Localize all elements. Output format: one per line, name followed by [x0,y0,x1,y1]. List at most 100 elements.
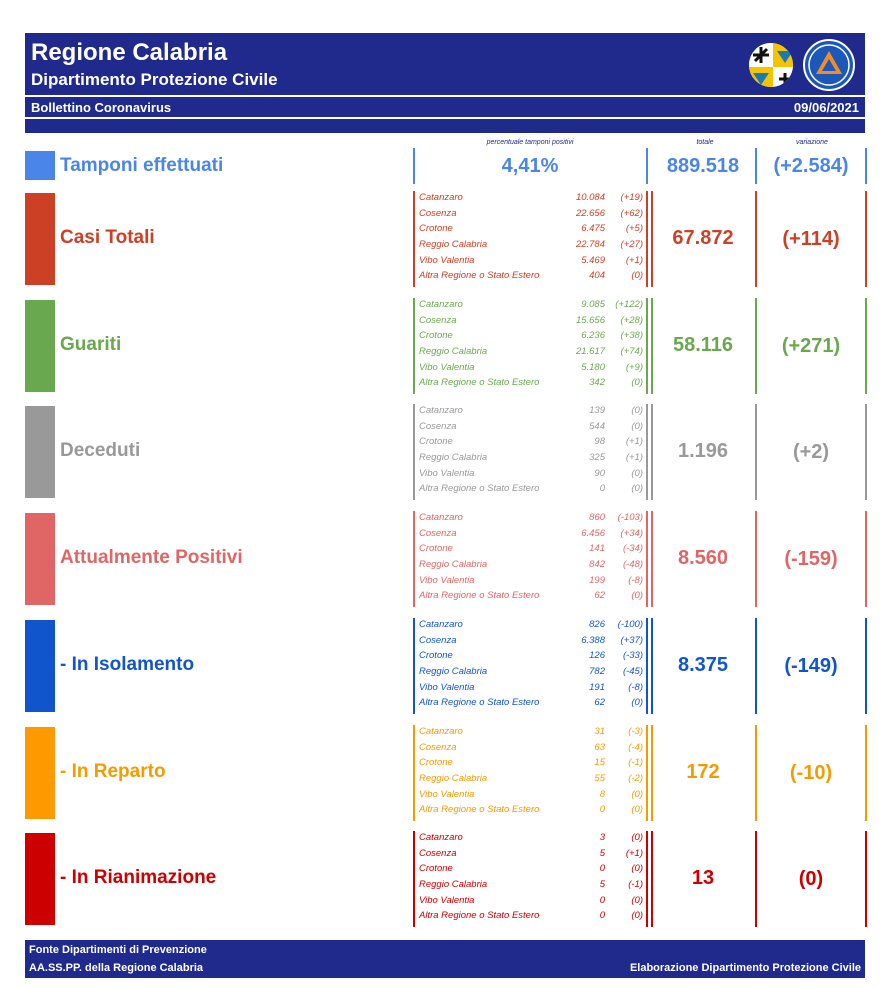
province-row: Catanzaro 10.084 (+19) [415,191,651,207]
province-name: Cosenza [419,420,457,432]
attualmente-positivi-province-breakdown: Catanzaro 860 (-103) Cosenza 6.456 (+34) Croto… [413,511,653,607]
attualmente-positivi-total: 8.560 [677,547,729,569]
guariti-section: Guariti Catanzaro 9.085 (+122) Cosenza 15.656… [25,298,867,394]
in-rianimazione-divider [646,831,648,927]
province-value: 5.180 [581,361,605,373]
province-delta: (-1) [628,757,643,769]
province-name: Altra Regione o Stato Estero [419,910,540,922]
province-value: 6.475 [581,223,605,235]
deceduti-label: Deceduti [60,440,141,461]
protezione-civile-logo [803,39,855,91]
province-name: Altra Regione o Stato Estero [419,590,540,602]
province-delta: (0) [631,804,643,816]
province-delta: (+1) [625,847,643,859]
province-row: Cosenza 5 (+1) [415,847,651,863]
elaboration-credit: Elaborazione Dipartimento Protezione Civ… [629,962,861,974]
province-row: Cosenza 15.656 (+28) [415,314,651,330]
province-delta: (0) [631,405,643,416]
province-delta: (0) [631,910,643,922]
province-name: Catanzaro [419,512,463,523]
province-name: Vibo Valentia [419,467,475,479]
province-row: Altra Regione o Stato Estero 0 (0) [415,482,651,498]
province-delta: (0) [631,788,643,800]
province-name: Catanzaro [419,726,463,737]
province-delta: (0) [631,483,643,495]
province-value: 55 [594,773,605,785]
province-row: Catanzaro 3 (0) [415,831,651,847]
province-delta: (-1) [628,879,643,891]
in-rianimazione-section: - In Rianimazione Catanzaro 3 (0) Cosenza 5 (+… [25,831,867,927]
guariti-divider [646,298,648,394]
province-name: Reggio Calabria [419,452,488,464]
tamponi-swatch [25,151,55,180]
guariti-label: Guariti [60,334,122,355]
province-row: Vibo Valentia 199 (-8) [415,574,651,590]
province-row: Vibo Valentia 8 (0) [415,788,651,804]
header-divider [25,117,865,119]
department-subtitle: Dipartimento Protezione Civile [31,70,278,89]
province-row: Vibo Valentia 191 (-8) [415,681,651,697]
province-name: Reggio Calabria [419,559,488,571]
province-row: Catanzaro 826 (-100) [415,618,651,634]
province-value: 0 [599,804,605,816]
province-row: Crotone 0 (0) [415,862,651,878]
province-value: 90 [594,467,605,479]
province-delta: (+28) [620,314,643,326]
province-name: Reggio Calabria [419,346,488,358]
province-delta: (-2) [628,773,643,785]
province-name: Vibo Valentia [419,788,475,800]
province-value: 5 [599,847,605,859]
guariti-total: 58.116 [672,334,734,356]
guariti-variation: (+271) [755,298,867,394]
deceduti-province-breakdown: Catanzaro 139 (0) Cosenza 544 (0) Crotone 98 (+1… [413,404,653,500]
tamponi-divider [646,148,648,184]
province-name: Crotone [419,543,453,555]
in-isolamento-section: - In Isolamento Catanzaro 826 (-100) Cosenza… [25,618,867,714]
province-name: Reggio Calabria [419,666,488,678]
attualmente-positivi-swatch [25,513,55,605]
province-delta: (+34) [620,527,643,539]
province-delta: (0) [631,697,643,709]
province-value: 6.236 [581,330,605,342]
province-row: Cosenza 63 (-4) [415,741,651,757]
province-name: Altra Regione o Stato Estero [419,483,540,495]
casi-totali-province-breakdown: Catanzaro 10.084 (+19) Cosenza 22.656 (+62) Cr… [413,191,653,287]
tamponi-percent: 4,41% [501,155,559,177]
province-value: 141 [589,543,605,555]
province-row: Reggio Calabria 325 (+1) [415,451,651,467]
province-value: 860 [589,512,605,523]
in-rianimazione-label: - In Rianimazione [60,867,217,888]
in-reparto-swatch [25,727,55,819]
province-value: 6.388 [581,634,605,646]
percent-column-header: percentuale tamponi positivi [486,139,574,146]
province-row: Crotone 6.475 (+5) [415,222,651,238]
province-value: 21.617 [575,346,605,358]
province-row: Altra Regione o Stato Estero 0 (0) [415,803,651,819]
tamponi-divider [413,148,415,184]
attualmente-positivi-section: Attualmente Positivi Catanzaro 860 (-103) Co… [25,511,867,607]
province-row: Cosenza 6.388 (+37) [415,634,651,650]
province-row: Cosenza 544 (0) [415,420,651,436]
province-delta: (-103) [617,512,643,523]
province-name: Cosenza [419,314,457,326]
province-name: Altra Regione o Stato Estero [419,377,540,389]
province-delta: (+1) [625,452,643,464]
province-name: Catanzaro [419,405,463,416]
source-line-1: Fonte Dipartimenti di Prevenzione [29,944,207,956]
in-reparto-label: - In Reparto [60,761,166,782]
province-delta: (0) [631,832,643,843]
province-row: Cosenza 22.656 (+62) [415,207,651,223]
province-value: 31 [594,726,605,737]
province-name: Catanzaro [419,299,463,310]
tamponi-variation: (+2.584) [755,148,867,184]
province-name: Vibo Valentia [419,361,475,373]
province-value: 342 [589,377,605,389]
province-name: Catanzaro [419,192,463,203]
province-delta: (0) [631,467,643,479]
deceduti-divider [646,404,648,500]
province-row: Vibo Valentia 0 (0) [415,894,651,910]
province-name: Vibo Valentia [419,574,475,586]
province-delta: (-100) [617,619,643,630]
province-name: Reggio Calabria [419,879,488,891]
province-name: Cosenza [419,741,457,753]
